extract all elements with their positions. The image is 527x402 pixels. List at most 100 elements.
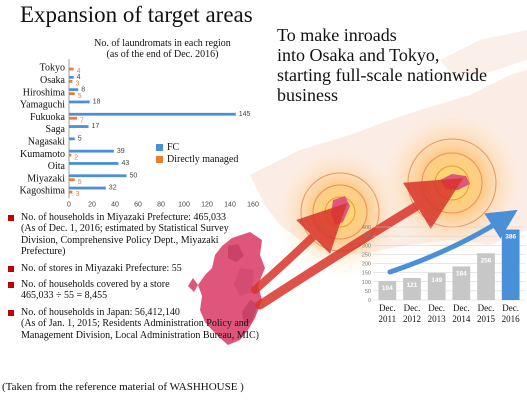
- direct-value-label: 7: [80, 117, 84, 124]
- fact-line: 465,033 ÷ 55 = 8,455: [21, 290, 108, 302]
- fact-item: No. of stores in Miyazaki Prefecture: 55: [4, 263, 289, 274]
- growth-value-label: 149: [431, 277, 442, 284]
- direct-value-label: 3: [75, 191, 79, 198]
- growth-category-label: 2015: [477, 314, 496, 324]
- chart-title-line: No. of laundromats in each region: [94, 38, 231, 49]
- page-title: Expansion of target areas: [20, 2, 253, 27]
- y-tick-label: 350: [362, 234, 371, 240]
- expansion-arrows: [251, 178, 464, 310]
- headline-line: into Osaka and Tokyo,: [277, 45, 440, 65]
- y-tick-label: 50: [365, 289, 371, 295]
- growth-value-label: 386: [505, 234, 516, 241]
- category-label: Yamaguchi: [20, 100, 65, 111]
- fc-value-label: 17: [92, 123, 100, 130]
- fact-line: No. of households in Miyazaki Prefecture…: [21, 212, 226, 223]
- direct-value-label: 4: [77, 68, 81, 75]
- growth-value-label: 104: [382, 285, 393, 292]
- y-tick-label: 300: [362, 243, 371, 249]
- y-tick-label: 0: [368, 298, 371, 304]
- fc-value-label: 39: [117, 148, 125, 155]
- y-tick-label: 400: [362, 225, 371, 231]
- x-tick-label: 40: [111, 201, 119, 208]
- x-tick-label: 100: [178, 201, 190, 208]
- growth-category-label: Dec.: [428, 303, 445, 313]
- x-tick-label: 140: [224, 201, 236, 208]
- growth-value-label: 184: [456, 270, 467, 277]
- legend-direct: Directly managed: [156, 154, 238, 166]
- legend-fc: FC: [156, 142, 238, 154]
- direct-bar: [69, 190, 73, 194]
- direct-bar: [69, 153, 72, 157]
- fc-bar: [69, 162, 119, 165]
- direct-bar: [69, 92, 75, 96]
- source-note: (Taken from the reference material of WA…: [2, 381, 244, 393]
- fc-value-label: 50: [130, 172, 138, 179]
- chart-title-line: (as of the end of Dec. 2016): [106, 49, 219, 60]
- x-tick-label: 60: [134, 201, 142, 208]
- facts-list: No. of households in Miyazaki Prefecture…: [4, 212, 289, 346]
- y-tick-label: 250: [362, 252, 371, 258]
- legend-direct-label: Directly managed: [167, 154, 239, 165]
- growth-category-label: 2013: [428, 314, 447, 324]
- x-tick-label: 120: [201, 201, 213, 208]
- growth-value-label: 121: [407, 282, 418, 289]
- direct-value-label: 5: [78, 93, 82, 100]
- fc-value-label: 43: [121, 160, 129, 167]
- fact-item: No. of households in Japan: 56,412,140 (…: [4, 307, 289, 341]
- growth-category-label: 2016: [502, 314, 521, 324]
- growth-category-label: Dec.: [502, 303, 519, 313]
- fc-bar: [69, 112, 236, 116]
- growth-category-label: 2011: [378, 314, 396, 324]
- fact-line: Division, Comprehensive Policy Dept., Mi…: [21, 234, 219, 246]
- bullet-square-icon: [8, 215, 14, 221]
- category-label: Hiroshima: [23, 87, 66, 98]
- growth-bar-chart: 050100150200250300350400104Dec.2011121De…: [362, 209, 525, 324]
- fact-item: No. of households covered by a store 465…: [4, 279, 289, 302]
- fc-bar: [69, 75, 74, 79]
- category-label: Miyazaki: [27, 173, 65, 184]
- fc-bar: [69, 100, 90, 104]
- direct-value-label: 3: [75, 80, 79, 87]
- growth-category-label: 2014: [452, 314, 471, 324]
- category-label: Nagasaki: [28, 136, 65, 147]
- growth-bar: [501, 229, 520, 300]
- y-tick-label: 100: [362, 280, 371, 286]
- fact-line: No. of households in Japan: 56,412,140: [21, 306, 180, 318]
- category-label: Tokyo: [40, 63, 65, 74]
- category-label: Osaka: [40, 75, 66, 86]
- fc-bar: [69, 88, 79, 92]
- legend-direct-swatch: [156, 156, 163, 164]
- direct-bar: [69, 116, 78, 120]
- category-label: Kagoshima: [19, 186, 65, 197]
- fc-value-label: 18: [93, 99, 101, 106]
- growth-trend-arrow: [387, 209, 518, 275]
- category-label: Fukuoka: [30, 112, 66, 123]
- fc-bar: [69, 137, 75, 141]
- fact-line: (As of Dec. 1, 2016; estimated by Statis…: [21, 223, 229, 235]
- fact-line: (As of Jan. 1, 2015; Residents Administr…: [21, 318, 249, 330]
- bullet-square-icon: [8, 309, 14, 316]
- growth-value-label: 256: [481, 257, 492, 264]
- fact-item: No. of households in Miyazaki Prefecture…: [4, 212, 289, 258]
- category-label: Kumamoto: [20, 149, 65, 160]
- growth-category-label: Dec.: [379, 303, 396, 313]
- growth-bar: [378, 281, 397, 300]
- growth-bar: [452, 266, 471, 300]
- fc-value-label: 8: [81, 86, 85, 93]
- x-tick-label: 0: [67, 201, 71, 208]
- kyushu-map: [188, 232, 265, 345]
- direct-value-label: 2: [74, 154, 78, 161]
- legend-fc-label: FC: [167, 142, 180, 153]
- growth-bar: [477, 253, 495, 300]
- growth-category-label: Dec.: [404, 303, 421, 313]
- fc-value-label: 32: [109, 185, 117, 192]
- fc-bar: [69, 149, 114, 153]
- y-tick-label: 150: [362, 271, 371, 277]
- legend-fc-swatch: [156, 144, 163, 152]
- y-tick-label: 200: [362, 262, 371, 268]
- x-tick-label: 160: [247, 201, 259, 208]
- direct-value-label: 5: [78, 179, 82, 186]
- category-label: Saga: [46, 124, 66, 135]
